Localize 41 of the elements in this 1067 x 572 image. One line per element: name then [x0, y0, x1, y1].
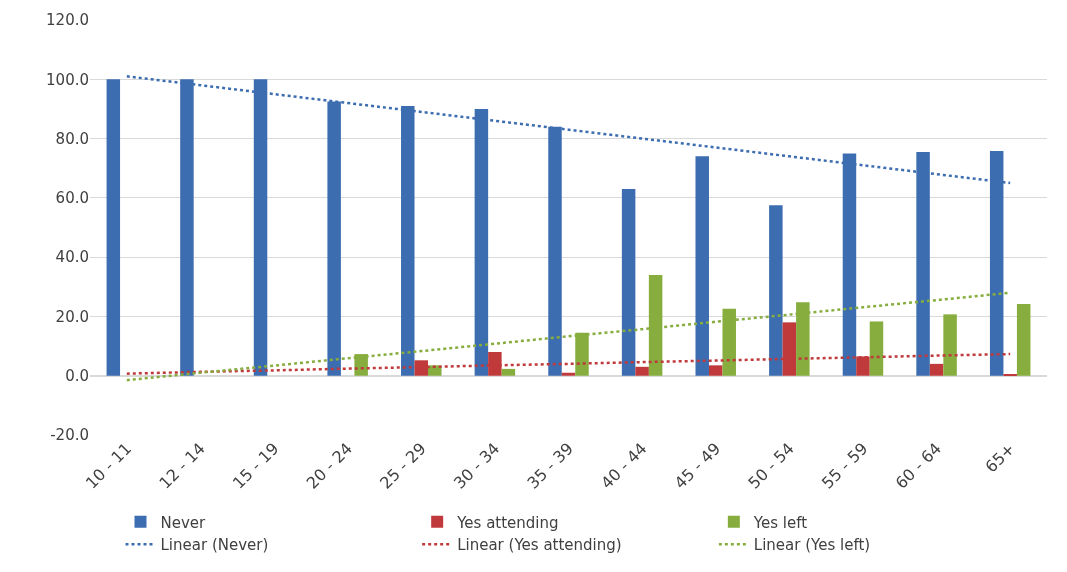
legend-label: Linear (Yes left): [753, 536, 871, 555]
bar: [106, 79, 121, 376]
x-tick-label: 45 - 49: [670, 439, 725, 493]
legend-label: Never: [160, 513, 207, 532]
x-tick-label: 12 - 14: [155, 439, 209, 493]
legend-label: Linear (Yes attending): [457, 536, 622, 555]
x-tick-label: 25 - 29: [376, 439, 430, 493]
bar: [869, 321, 884, 376]
bar: [354, 354, 368, 376]
y-tick-label: 40.0: [55, 248, 89, 267]
x-tick-label: 40 - 44: [597, 439, 651, 493]
bar: [929, 363, 944, 376]
y-tick-label: 120.0: [46, 11, 89, 30]
legend-label: Yes left: [752, 513, 808, 532]
y-tick-label: 60.0: [55, 189, 89, 208]
bar: [1016, 303, 1031, 376]
x-tick-label: 20 - 24: [302, 439, 357, 493]
x-tick-label: 35 - 39: [523, 439, 577, 493]
bar: [695, 156, 709, 376]
legend-label: Linear (Never): [160, 536, 269, 555]
legend-label: Yes attending: [456, 513, 559, 532]
y-tick-label: 80.0: [55, 129, 89, 148]
bar: [575, 332, 589, 376]
y-tick-label: 0.0: [65, 366, 89, 385]
x-tick-label: 60 - 64: [891, 439, 946, 493]
bar: [621, 188, 636, 376]
x-tick-label: 50 - 54: [744, 439, 798, 493]
x-tick-label: 15 - 19: [229, 439, 283, 493]
bar: [501, 368, 516, 376]
bar: [769, 205, 783, 376]
bar: [561, 372, 576, 376]
x-tick-label: 55 - 59: [817, 439, 872, 493]
x-tick-label: 65+: [981, 439, 1019, 477]
y-tick-label: 100.0: [46, 70, 89, 89]
bar: [943, 314, 957, 376]
y-tick-label: 20.0: [55, 307, 89, 326]
bar: [796, 302, 810, 376]
bar: [708, 365, 723, 376]
bar: [722, 308, 736, 376]
bar: [635, 366, 649, 376]
x-tick-label: 30 - 34: [449, 439, 504, 493]
